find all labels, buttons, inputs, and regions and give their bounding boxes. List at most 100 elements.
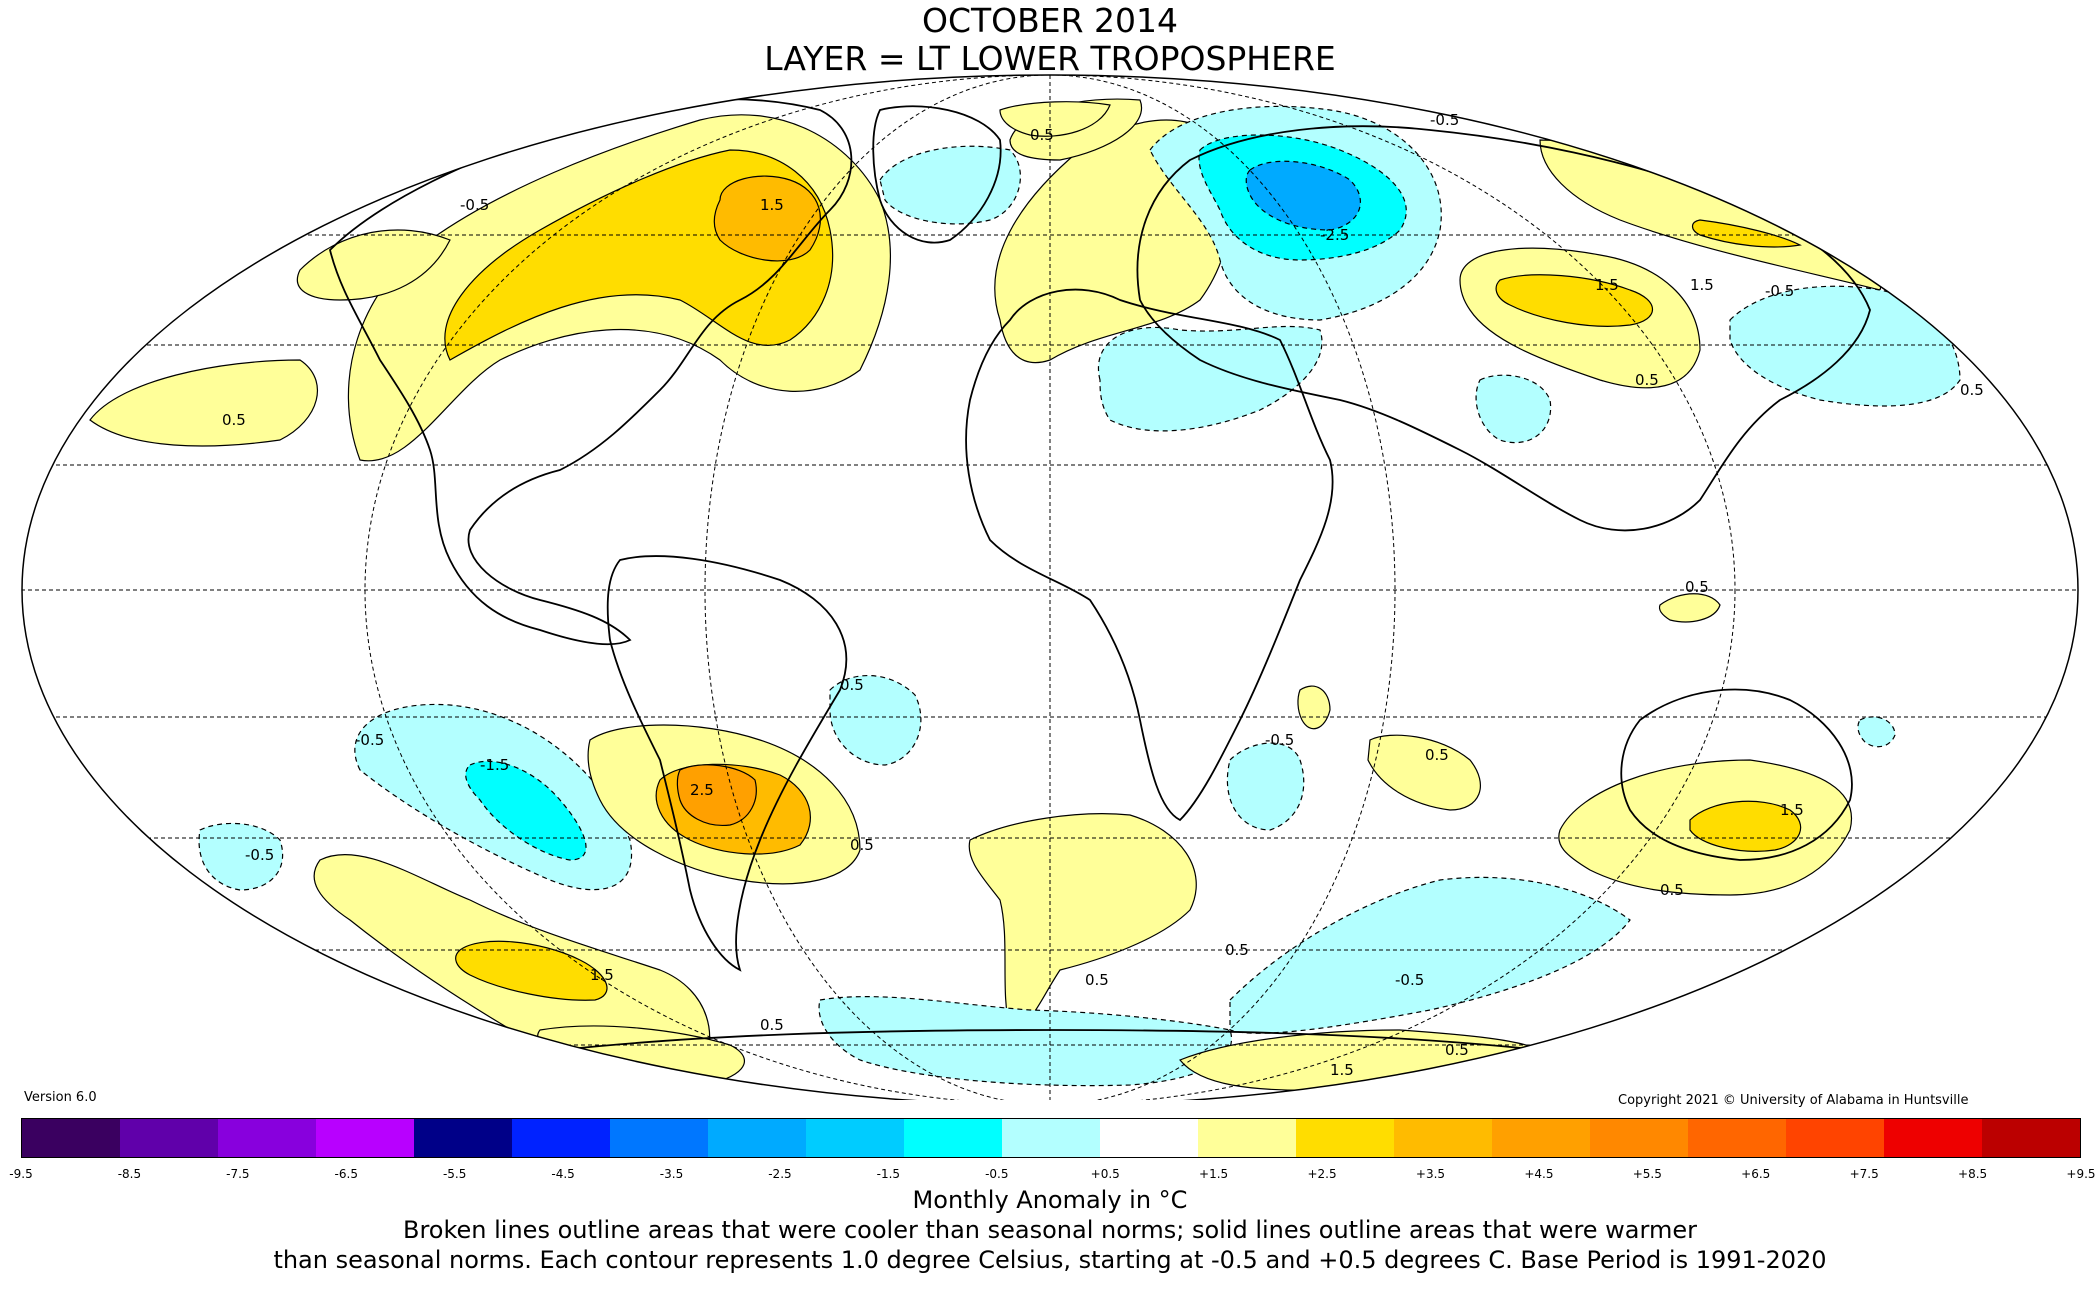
anomaly-region-mediterranean-middle-east	[1097, 325, 1323, 432]
anomaly-region-australia-east	[1857, 716, 1896, 748]
colorbar-swatch	[1688, 1119, 1786, 1157]
contour-label: -0.5	[1430, 111, 1459, 129]
colorbar-swatch	[904, 1119, 1002, 1157]
colorbar-swatch	[316, 1119, 414, 1157]
contour-label: -0.5	[355, 731, 384, 749]
anomaly-region-south-pacific-core	[465, 760, 587, 861]
anomaly-region-madagascar	[1297, 685, 1331, 730]
greenland-outline	[872, 105, 1002, 244]
contour-label: 0.5	[1960, 381, 1984, 399]
colorbar-swatch	[708, 1119, 806, 1157]
colorbar-tick-label: -3.5	[659, 1167, 684, 1181]
anomaly-region-south-atlantic	[968, 813, 1197, 1031]
anomaly-region-asia-southwest	[1475, 374, 1552, 444]
contour-label: 0.5	[1685, 578, 1709, 596]
south-america-outline	[606, 555, 848, 972]
contour-label: 0.5	[1635, 371, 1659, 389]
anomaly-region-indian-ocean	[1367, 734, 1481, 811]
caption-line-2: than seasonal norms. Each contour repres…	[273, 1246, 1827, 1274]
meridian-60	[704, 75, 1396, 1100]
europe-africa-outline	[965, 288, 1334, 822]
anomaly-region-central-russia-core	[1245, 160, 1361, 231]
colorbar-tick-label: +9.5	[2066, 1167, 2096, 1181]
anomaly-region-hudson-bay-canada	[713, 175, 821, 262]
colorbar-tick-label: +3.5	[1415, 1167, 1446, 1181]
colorbar-tick-label: +8.5	[1958, 1167, 1988, 1181]
contour-label: 0.5	[850, 836, 874, 854]
anomaly-region-mongolia-core	[1495, 274, 1654, 327]
contour-label: -0.5	[460, 196, 489, 214]
colorbar-tick-label: +2.5	[1307, 1167, 1337, 1181]
colorbar-swatch	[22, 1119, 120, 1157]
contour-label: 1.5	[1690, 276, 1714, 294]
anomaly-region-alaska-west	[89, 359, 318, 447]
anomaly-region-southern-ocean-indian	[1229, 876, 1631, 1034]
version-label: Version 6.0	[24, 1090, 97, 1105]
contour-label: 0.5	[760, 1016, 784, 1034]
contour-label: 0.5	[1660, 881, 1684, 899]
map-title: OCTOBER 2014	[921, 1, 1179, 40]
asia-outline	[1136, 125, 1871, 532]
colorbar-tick-label: -7.5	[226, 1167, 250, 1181]
contour-label: 0.5	[1445, 1041, 1469, 1059]
colorbar-swatch	[1002, 1119, 1100, 1157]
contour-label: 1.5	[1330, 1061, 1354, 1079]
contour-label: 0.5	[1030, 126, 1054, 144]
contour-label: 1.5	[760, 196, 784, 214]
anomaly-region-south-atlantic-west	[829, 674, 922, 766]
map-subtitle: LAYER = LT LOWER TROPOSPHERE	[764, 39, 1336, 78]
north-america-outline	[329, 98, 853, 646]
contour-label: -1.5	[480, 756, 509, 774]
contour-label: -2.5	[1320, 226, 1349, 244]
colorbar-swatch	[1492, 1119, 1590, 1157]
contour-label: 1.5	[590, 966, 614, 984]
contour-label: 0.5	[1085, 971, 1109, 989]
colorbar-tick-label: +0.5	[1090, 1167, 1120, 1181]
anomaly-region-greenland-north	[999, 101, 1111, 137]
colorbar-swatch	[1982, 1119, 2080, 1157]
contour-label: -0.5	[1765, 282, 1794, 300]
colorbar-swatch	[610, 1119, 708, 1157]
globe-outline	[21, 74, 2079, 1100]
contour-labels: -0.5 0.5 -1.5 1.5 -2.5 2.5 -0.5 0.5 1.5 …	[222, 111, 1984, 1079]
colorbar-swatch	[806, 1119, 904, 1157]
contour-label: 0.5	[222, 411, 246, 429]
colorbar-tick-label: -8.5	[117, 1167, 142, 1181]
colorbar-tick-label: -1.5	[876, 1167, 901, 1181]
colorbar	[21, 1118, 2081, 1158]
colorbar-tick-label: -0.5	[985, 1167, 1009, 1181]
colorbar-swatch	[414, 1119, 512, 1157]
colorbar-tick-label: -5.5	[442, 1167, 467, 1181]
anomaly-region-africa-south	[1226, 742, 1305, 831]
colorbar-swatch	[1198, 1119, 1296, 1157]
contour-label: -0.5	[1265, 731, 1294, 749]
australia-outline	[1620, 688, 1853, 861]
anomaly-region-north-pacific-east	[1729, 285, 1961, 407]
contour-label: 0.5	[1225, 941, 1249, 959]
anomaly-region-southern-ocean-core	[455, 940, 608, 1001]
anomaly-region-eastern-siberia-core	[1691, 219, 1802, 248]
colorbar-tick-label: -9.5	[9, 1167, 33, 1181]
anomaly-region-north-pacific-west	[296, 229, 451, 301]
colorbar-swatch	[1394, 1119, 1492, 1157]
colorbar-swatch	[1100, 1119, 1198, 1157]
anomaly-region-south-america-core	[676, 764, 757, 827]
contour-label: 1.5	[1780, 801, 1804, 819]
caption-line-1: Broken lines outline areas that were coo…	[403, 1216, 1697, 1244]
colorbar-tick-label: +7.5	[1849, 1167, 1879, 1181]
contour-label: 0.5	[840, 676, 864, 694]
contour-label: 1.5	[1595, 276, 1619, 294]
anomaly-region-borneo	[1658, 593, 1721, 623]
colorbar-swatch	[120, 1119, 218, 1157]
units-label: Monthly Anomaly in °C	[912, 1186, 1188, 1214]
contour-label: -0.5	[245, 846, 274, 864]
colorbar-swatch	[218, 1119, 316, 1157]
anomaly-region-north-atlantic	[879, 145, 1021, 225]
anomaly-region-australia-core	[1689, 800, 1802, 852]
colorbar-tick-label: +4.5	[1524, 1167, 1554, 1181]
contour-label: -0.5	[1395, 971, 1424, 989]
anomaly-region-south-pacific-west	[198, 822, 284, 891]
colorbar-tick-label: -6.5	[334, 1167, 358, 1181]
contour-label: 2.5	[690, 781, 714, 799]
meridian-120	[364, 75, 1736, 1100]
